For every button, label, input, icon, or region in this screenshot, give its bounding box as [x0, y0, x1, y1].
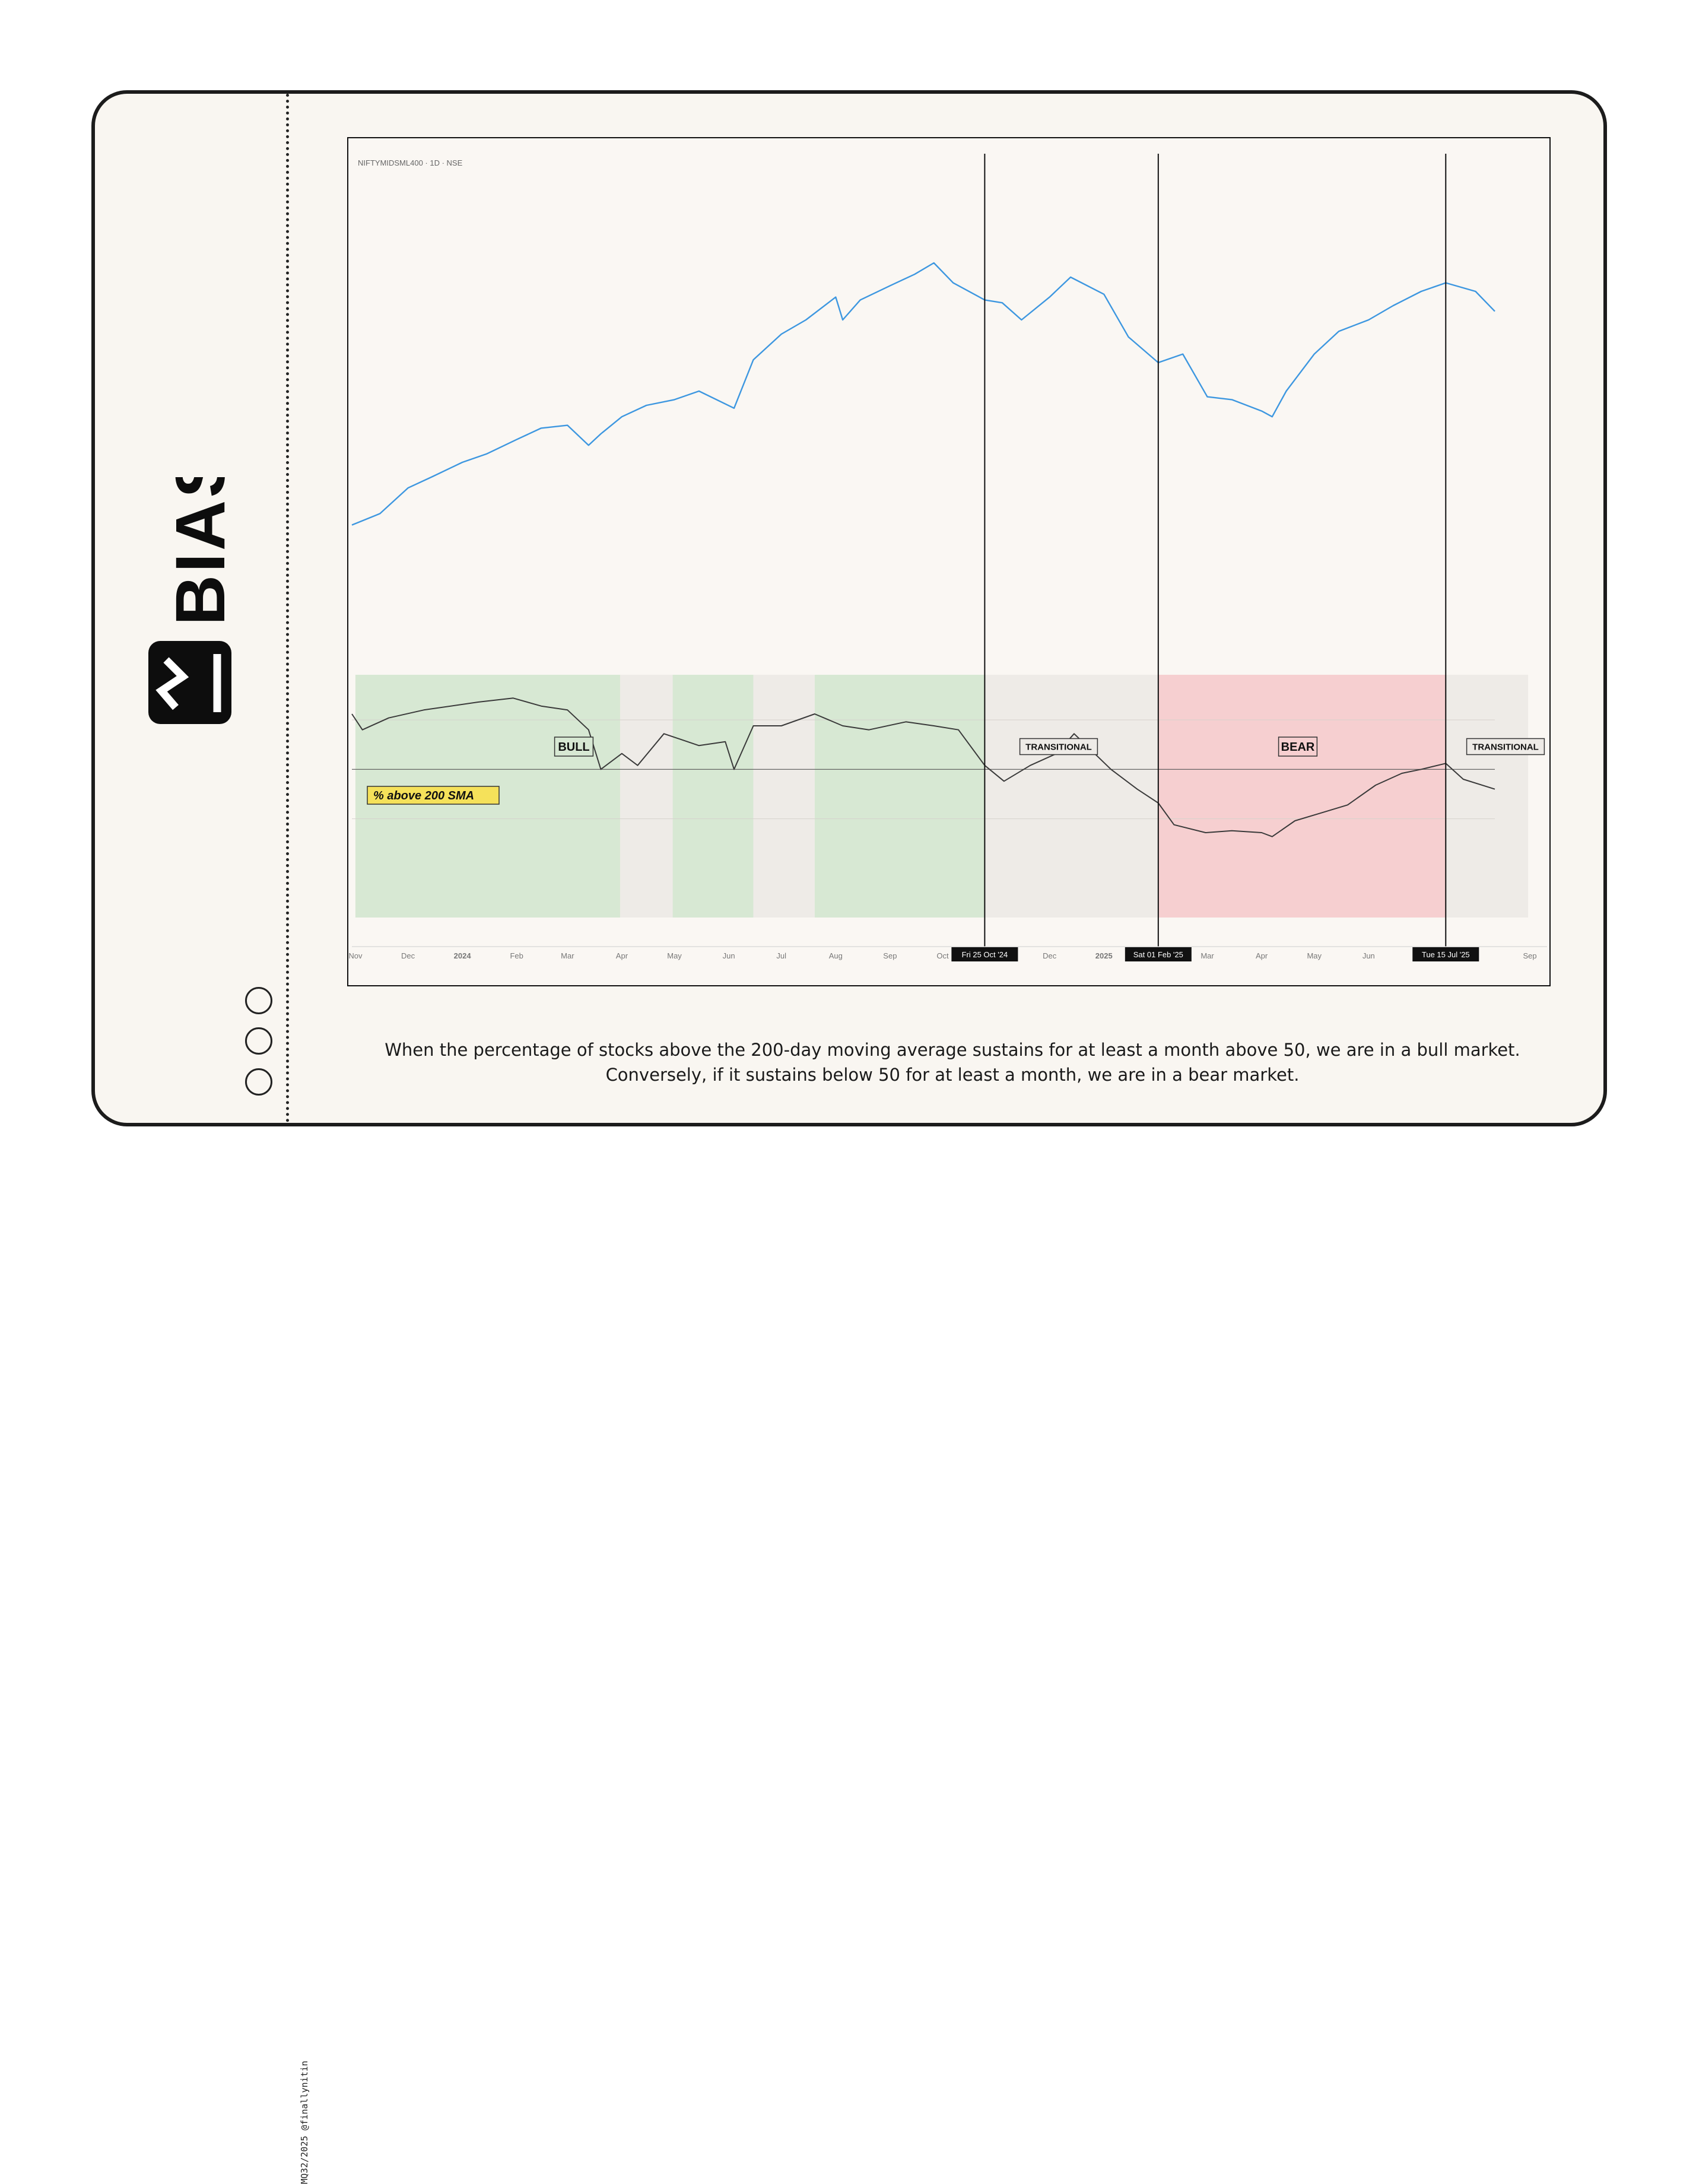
chart-frame: NIFTYMIDSML400 · 1D · NSE Fri 25 Oct '24… — [347, 137, 1551, 986]
chart: NIFTYMIDSML400 · 1D · NSE Fri 25 Oct '24… — [348, 138, 1549, 985]
x-tick-label: Apr — [1256, 951, 1268, 960]
status-dot-1 — [245, 987, 272, 1014]
brand-name: BIAS — [161, 477, 234, 626]
symbol-label: NIFTYMIDSML400 · 1D · NSE — [358, 158, 463, 167]
indicator-label: % above 200 SMA — [367, 786, 499, 804]
x-tick-label: Oct — [936, 951, 949, 960]
x-tick-label: Apr — [616, 951, 628, 960]
date-marker-label: Tue 15 Jul '25 — [1422, 950, 1470, 959]
x-tick-label: Jun — [723, 951, 735, 960]
credit-text: MQ32/2025 @finallynitin — [299, 2042, 316, 2184]
x-tick-label: May — [667, 951, 682, 960]
x-tick-label: Nov — [348, 951, 363, 960]
regime-label: TRANSITIONAL — [1472, 742, 1539, 752]
brand: BIAS — [147, 477, 234, 726]
x-tick-label: Feb — [510, 951, 523, 960]
dotted-divider — [286, 94, 289, 1123]
x-tick-label: Aug — [829, 951, 843, 960]
regime-band-neutral — [984, 675, 1158, 918]
indicator-label-text: % above 200 SMA — [373, 789, 474, 802]
x-tick-label: Dec — [1043, 951, 1057, 960]
x-tick-label: May — [1307, 951, 1322, 960]
x-tick-label: Jun — [1362, 951, 1375, 960]
x-tick-label: 2025 — [1095, 951, 1113, 960]
status-dot-2 — [245, 1027, 272, 1055]
regime-label: BEAR — [1281, 741, 1315, 754]
regime-band-neutral — [753, 675, 814, 918]
x-tick-label: Mar — [1200, 951, 1214, 960]
regime-label: BULL — [558, 741, 589, 754]
date-marker-label: Sat 01 Feb '25 — [1133, 950, 1183, 959]
price-line — [352, 263, 1495, 525]
x-tick-label: Jul — [776, 951, 786, 960]
regime-band-bear — [1158, 675, 1446, 918]
caption: When the percentage of stocks above the … — [332, 1037, 1573, 1087]
x-tick-label: Dec — [401, 951, 415, 960]
x-tick-label: Sep — [1523, 951, 1537, 960]
x-tick-label: Mar — [561, 951, 574, 960]
x-tick-label: 2024 — [454, 951, 472, 960]
regime-band-bull — [815, 675, 985, 918]
date-marker-label: Fri 25 Oct '24 — [962, 950, 1008, 959]
bias-logo-icon — [148, 641, 231, 724]
regime-band-bull — [673, 675, 754, 918]
regime-band-neutral — [620, 675, 673, 918]
regime-label: TRANSITIONAL — [1025, 742, 1092, 752]
regime-band-neutral — [1446, 675, 1528, 918]
status-dot-3 — [245, 1068, 272, 1096]
x-tick-label: Sep — [883, 951, 897, 960]
